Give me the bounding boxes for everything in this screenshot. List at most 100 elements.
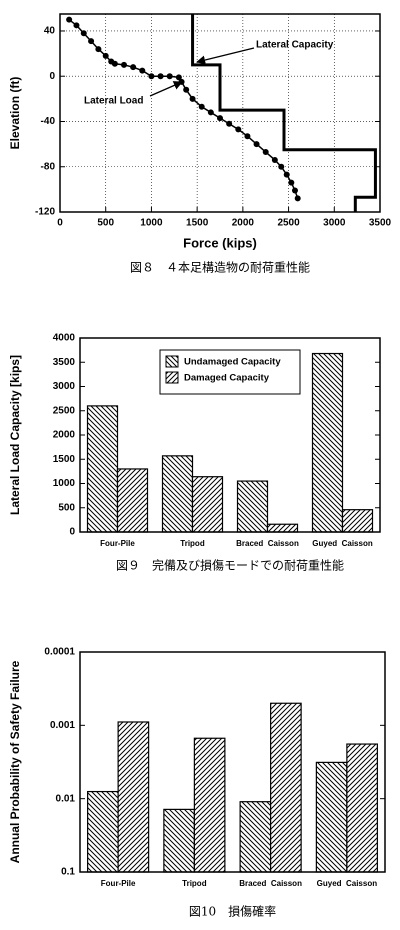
point [80,30,87,37]
point [278,163,285,170]
y-tick-label: 1500 [53,454,76,465]
bar [311,352,344,533]
y-tick-label: 4000 [53,333,76,344]
point [291,187,298,194]
x-tick-label: Braced Caisson [239,879,302,888]
x-tick-label: 0 [57,218,63,229]
bar [341,509,374,533]
point [166,73,173,80]
point [271,156,278,163]
line [191,14,377,212]
point [148,73,155,80]
point [130,64,137,71]
y-axis-label: Elevation (ft) [8,77,22,150]
bar [161,455,194,533]
y-tick-label: 0 [49,71,55,82]
y-axis-label: Annual Probability of Safety Failure [8,660,22,863]
bar [270,702,302,873]
point [73,22,80,29]
point [183,86,190,93]
x-tick-label: Tripod [180,539,205,548]
bar [236,480,269,533]
y-tick-label: -40 [41,116,56,127]
x-tick-label: 3500 [369,218,392,229]
x-tick-label: 2000 [232,218,255,229]
point [121,61,127,68]
point [178,78,185,85]
point [175,74,182,81]
y-tick-label: 3000 [53,381,76,392]
bar [86,405,119,533]
y-tick-label: 0.01 [56,793,76,804]
legend-box [159,349,301,395]
legend-swatch [165,355,179,368]
point [253,141,260,148]
point [95,46,102,53]
caption: 図10 損傷確率 [189,904,276,919]
point [102,52,109,59]
point [139,67,146,74]
caption: 図８ ４本足構造物の耐荷重性能 [130,261,310,275]
x-tick-label: 500 [97,218,114,229]
point [66,16,73,23]
plot-frame [59,13,381,213]
x-tick-label: Guyed Caisson [312,539,373,548]
y-tick-label: 0.0001 [44,647,75,658]
y-tick-label: 3500 [53,357,76,368]
point [207,109,214,116]
point [244,133,251,140]
annotation: Lateral Load [84,96,143,107]
x-tick-label: Four-Pile [100,539,135,548]
y-axis-label: Lateral Load Capacity [kips] [8,355,22,515]
y-tick-label: 2500 [53,405,76,416]
y-tick-label: -80 [41,161,56,172]
annotation-bg [252,37,360,53]
annotation: Lateral Capacity [256,40,334,51]
legend-swatch [165,371,179,384]
point [288,179,295,186]
bar [239,801,272,873]
bar [87,790,119,873]
y-tick-label: -120 [35,207,55,218]
bar [116,468,149,533]
point [283,171,290,178]
y-tick-label: 1000 [53,478,76,489]
x-axis-label: Force (kips) [183,235,257,250]
point [294,195,301,202]
annotation-arrow [149,81,183,97]
x-tick-label: Four-Pile [101,879,136,888]
point [217,115,223,122]
x-tick-label: 1000 [140,218,163,229]
point [226,120,233,127]
bar [191,476,224,533]
point [157,73,164,80]
bar [117,721,150,873]
x-tick-label: Braced Caisson [236,539,299,548]
legend-label: Damaged Capacity [184,373,270,384]
annotation-arrow [196,47,255,65]
point [111,60,118,67]
bar [193,737,226,873]
plot-frame [79,651,386,873]
x-tick-label: 1500 [186,218,209,229]
x-tick-label: Tripod [182,879,207,888]
legend-label: Undamaged Capacity [184,357,281,368]
bar [266,523,299,533]
point [88,38,95,45]
point [262,149,269,156]
y-tick-label: 0 [69,527,75,538]
x-tick-label: Guyed Caisson [317,879,378,888]
y-tick-label: 0.1 [61,867,75,878]
bar [315,761,348,873]
annotation-bg [80,93,160,109]
point [189,95,196,102]
point [198,103,205,110]
bar [346,743,378,873]
bar [163,808,195,873]
plot-frame [79,337,381,533]
x-tick-label: 2500 [277,218,300,229]
point [235,126,242,133]
y-tick-label: 500 [58,502,75,513]
